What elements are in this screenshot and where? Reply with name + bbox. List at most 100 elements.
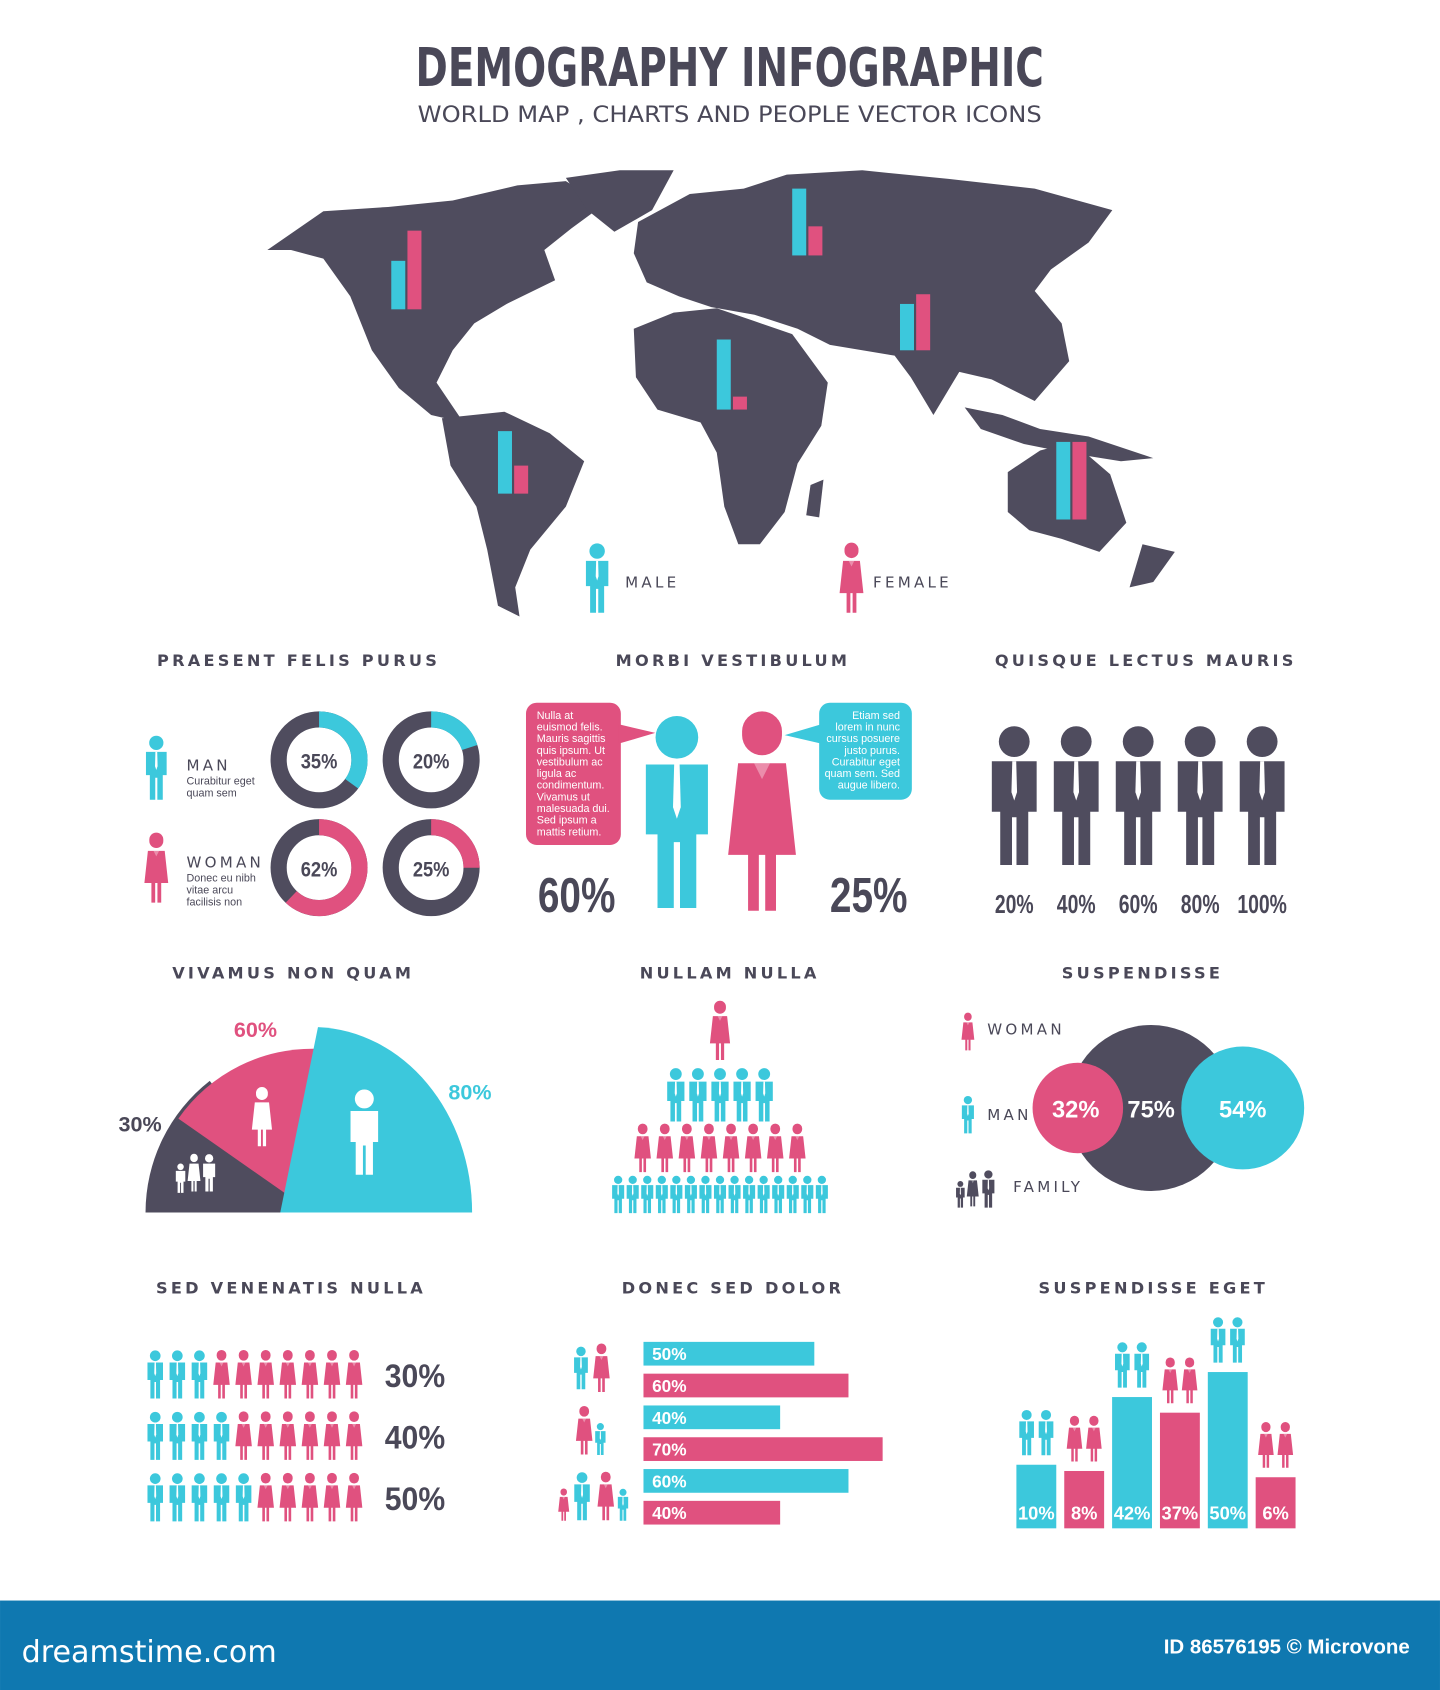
woman-icon [1086,1415,1102,1462]
right-speech-bubble [819,702,912,800]
man-icon [147,1411,163,1460]
eget-bar-chart: 10% 8% 42% 37% 50% 6% [1016,1317,1296,1529]
woman-icon [1066,1415,1083,1462]
madagascar [806,479,824,518]
man-icon [612,1175,625,1214]
man-icon [574,1346,588,1390]
woman-icon [744,1123,762,1173]
woman-icon [678,1123,696,1173]
female-percent: 25% [830,867,908,923]
sed-people-rows: 30% 40% 50% [147,1349,445,1522]
bubble-line: quam sem. Sed [825,768,900,780]
woman-icon [789,1123,806,1173]
row-percent-label: 40% [385,1420,445,1456]
new-zealand [1129,544,1175,588]
circle-woman [1032,1062,1124,1154]
man-icon [169,1350,186,1399]
circle-family [1068,1024,1235,1191]
bubble-line: Etiam sed [852,710,900,722]
donec-bar-chart: 50% 60% 40% 70% 60% 40% [558,1341,883,1525]
bubble-line: cursus posuere [826,733,900,745]
woman-icon [323,1411,341,1460]
bar [1112,1397,1152,1529]
map-bar-female [514,465,529,494]
south-america [441,411,585,617]
donec-people-icons [558,1343,629,1521]
bubble-line: vestibulum ac [537,756,603,768]
man-icon [1239,726,1285,865]
map-bar-male [497,431,512,494]
circle-label: 75% [1127,1098,1174,1124]
section-title-eget: SUSPENDISSE EGET [1039,1278,1269,1297]
man-icon [617,1488,629,1521]
man-icon [667,1068,685,1122]
north-america [267,181,604,423]
man-desc-2: quam sem [186,787,236,799]
bubble-line: justo purus. [843,745,900,757]
donut-segment [270,711,368,809]
bar-label: 60% [652,1376,687,1396]
man-icon [991,726,1037,865]
woman-icon [279,1472,297,1522]
man-icon [641,1175,654,1214]
man-icon [1019,1409,1034,1456]
footer-logo[interactable]: dreamstime.com [22,1635,277,1670]
man-icon [213,1473,230,1522]
woman-icon [279,1349,297,1399]
fill-percent-label: 40% [1057,891,1096,919]
man-desc-1: Curabitur eget [186,776,254,788]
bubble-line: condimentum. [537,780,605,792]
donut-charts: 35% 20% 62% 25% [270,711,480,917]
male-icon [585,543,609,613]
donut-segment [270,819,368,917]
legend-male-label: MALE [625,573,679,591]
man-icon [235,1473,252,1522]
row-percent-label: 30% [385,1358,445,1394]
map-bar-male [792,188,807,256]
bar-label: 42% [1114,1503,1151,1524]
man-icon [626,1175,639,1214]
bubble-line: Mauris sagittis [537,733,606,745]
woman-icon [575,1405,593,1455]
slice-label: 80% [448,1079,491,1104]
bubble-line: lorem in nunc [835,722,900,734]
donut-label: 35% [301,748,338,773]
map-bar-male [391,260,406,310]
woman-icon [345,1411,363,1460]
fill-percent-label: 20% [995,891,1034,919]
slice-label: 60% [234,1017,277,1042]
donut-label: 20% [413,748,450,773]
woman-icon [345,1349,363,1399]
bubble-line: Nulla at [537,710,574,722]
left-speech-bubble [525,702,621,845]
section-title-nullam: NULLAM NULLA [640,964,820,983]
woman-icon [1162,1357,1178,1404]
bar [643,1469,849,1493]
man-icon [213,1411,230,1460]
man-icon [772,1175,785,1214]
woman-icon [1181,1357,1198,1404]
large-man-icon [645,715,708,909]
donut-segment [382,711,480,809]
man-icon [711,1068,729,1122]
bar-label: 40% [652,1503,687,1523]
woman-icon [301,1349,319,1399]
quisque-fill-figures: 20% 40% 60% 80% 100% [991,726,1287,919]
bubble-line: malesuada dui. [537,803,610,815]
woman-desc-2: vitae arcu [186,885,233,897]
circle-label: 32% [1052,1098,1099,1124]
man-icon [757,1175,770,1214]
woman-desc-1: Donec eu nibh [186,873,255,885]
man-icon [684,1175,697,1214]
man-label: MAN [186,757,230,775]
bar [1064,1470,1105,1529]
woman-label: WOMAN [186,854,264,872]
female-icon [839,542,864,613]
bar-label: 50% [1209,1503,1246,1524]
man-icon [713,1175,727,1214]
vivamus-radial-chart: 30% 60% 80% [119,1017,492,1213]
male-percent: 60% [538,867,616,923]
man-icon [147,1473,163,1522]
woman-icon [279,1411,297,1460]
